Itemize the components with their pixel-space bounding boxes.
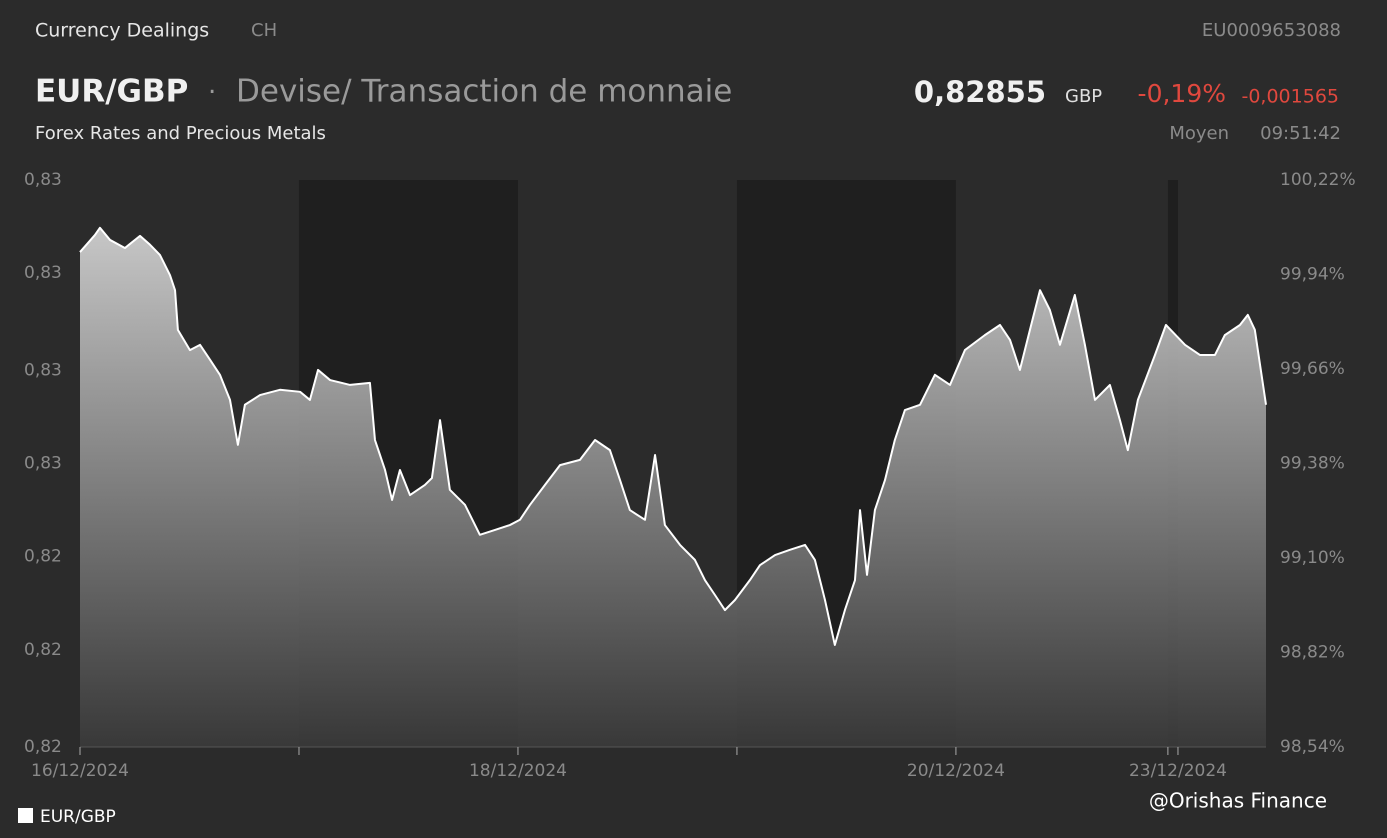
country: CH: [251, 20, 277, 41]
x-tick-label: 16/12/2024: [31, 761, 129, 781]
price: 0,82855: [914, 75, 1046, 109]
market: Forex Rates and Precious Metals: [35, 123, 326, 144]
time: 09:51:42: [1260, 123, 1341, 144]
symbol: EUR/GBP: [35, 74, 188, 110]
legend-label: EUR/GBP: [40, 807, 116, 827]
plot-area: [79, 180, 1267, 748]
section: Currency Dealings: [35, 20, 209, 42]
y2-tick-label: 99,38%: [1280, 454, 1345, 474]
legend-swatch: [18, 808, 33, 823]
y-tick-label: 0,82: [24, 737, 62, 757]
y-tick-label: 0,83: [24, 263, 62, 283]
price-type: Moyen: [1169, 123, 1229, 144]
y-tick-label: 0,83: [24, 360, 62, 380]
line: [79, 226, 1267, 646]
y2-tick-label: 99,66%: [1280, 359, 1345, 379]
y2-tick-label: 98,82%: [1280, 643, 1345, 663]
y2-tick-label: 99,94%: [1280, 265, 1345, 285]
instrument: Devise/ Transaction de monnaie: [236, 74, 732, 110]
separator: ·: [208, 78, 216, 108]
y-tick-label: 0,82: [24, 640, 62, 660]
y-tick-label: 0,82: [24, 547, 62, 567]
y2-tick-label: 99,10%: [1280, 548, 1345, 568]
change-pct: -0,19%: [1138, 79, 1226, 108]
x-tick-label: 18/12/2024: [469, 761, 567, 781]
y-tick-label: 0,83: [24, 170, 62, 190]
y2-tick-label: 98,54%: [1280, 737, 1345, 757]
x-tick-label: 23/12/2024: [1129, 761, 1227, 781]
x-tick-label: 20/12/2024: [907, 761, 1005, 781]
y-tick-label: 0,83: [24, 454, 62, 474]
watermark: @Orishas Finance: [1149, 789, 1327, 813]
isin: EU0009653088: [1202, 20, 1341, 41]
area: [80, 227, 1266, 748]
currency: GBP: [1065, 86, 1102, 107]
change-abs: -0,001565: [1241, 86, 1339, 108]
y2-tick-label: 100,22%: [1280, 170, 1356, 190]
